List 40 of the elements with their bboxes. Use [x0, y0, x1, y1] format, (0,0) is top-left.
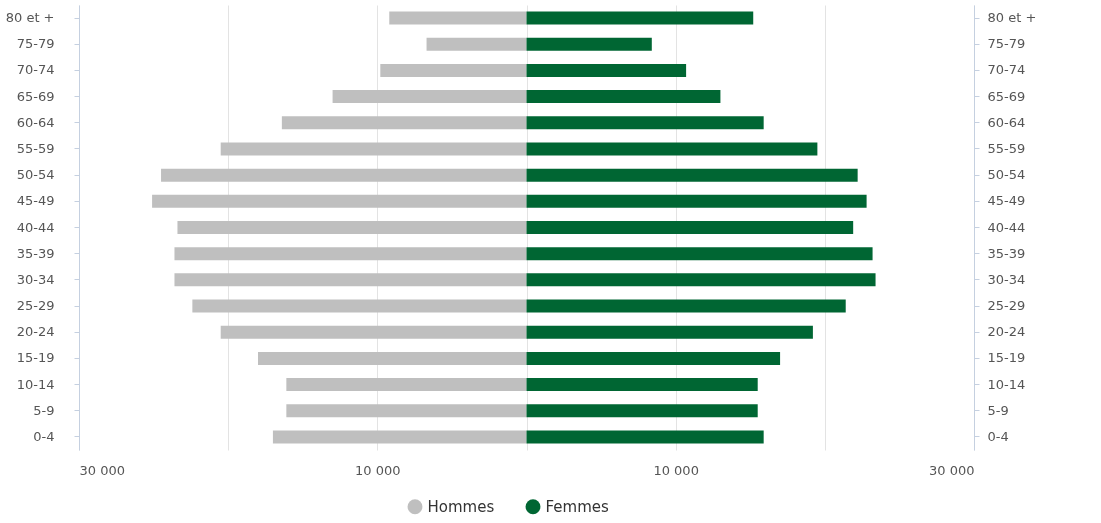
category-label: 15-19	[16, 350, 55, 366]
y-tick-label: 75-79	[987, 36, 1026, 52]
category-label: 30-34	[16, 271, 55, 287]
category-label: 80 et +	[5, 10, 55, 26]
y-tick-label: 60-64	[987, 114, 1026, 130]
y-tick-label: 70-74	[987, 62, 1026, 78]
y-tick-label: 25-29	[987, 298, 1026, 314]
category-label: 75-79	[16, 36, 55, 52]
y-tick-label: 50-54	[987, 167, 1026, 183]
x-tick-label: 10 000	[653, 462, 699, 478]
category-label: 10-14	[16, 376, 55, 392]
x-tick-label: 10 000	[355, 462, 401, 478]
category-label: 65-69	[16, 88, 55, 104]
y-tick-label: 45-49	[987, 193, 1026, 209]
category-label: 20-24	[16, 324, 55, 340]
category-label: 35-39	[16, 245, 55, 261]
category-label: 25-29	[16, 298, 55, 314]
category-label: 70-74	[16, 62, 55, 78]
y-tick-label: 5-9	[987, 402, 1009, 418]
y-tick-label: 35-39	[987, 245, 1026, 261]
y-tick-label: 0-4	[987, 428, 1009, 444]
category-label: 50-54	[16, 167, 55, 183]
category-label: 45-49	[16, 193, 55, 209]
y-tick-label: 10-14	[987, 376, 1026, 392]
y-tick-label: 40-44	[987, 219, 1026, 235]
y-tick-label: 65-69	[987, 88, 1026, 104]
legend-label: Hommes	[427, 497, 495, 516]
category-label: 55-59	[16, 140, 55, 156]
x-tick-label: 30 000	[929, 462, 975, 478]
category-label: 60-64	[16, 114, 55, 130]
y-tick-label: 55-59	[987, 140, 1026, 156]
y-tick-label: 80 et +	[987, 10, 1037, 26]
legend-label: Femmes	[545, 497, 609, 516]
y-tick-label: 20-24	[987, 324, 1026, 340]
category-label: 40-44	[16, 219, 55, 235]
y-tick-label: 15-19	[987, 350, 1026, 366]
category-label: 5-9	[33, 402, 55, 418]
x-tick-label: 30 000	[79, 462, 125, 478]
category-label: 0-4	[33, 428, 55, 444]
y-tick-label: 30-34	[987, 271, 1026, 287]
